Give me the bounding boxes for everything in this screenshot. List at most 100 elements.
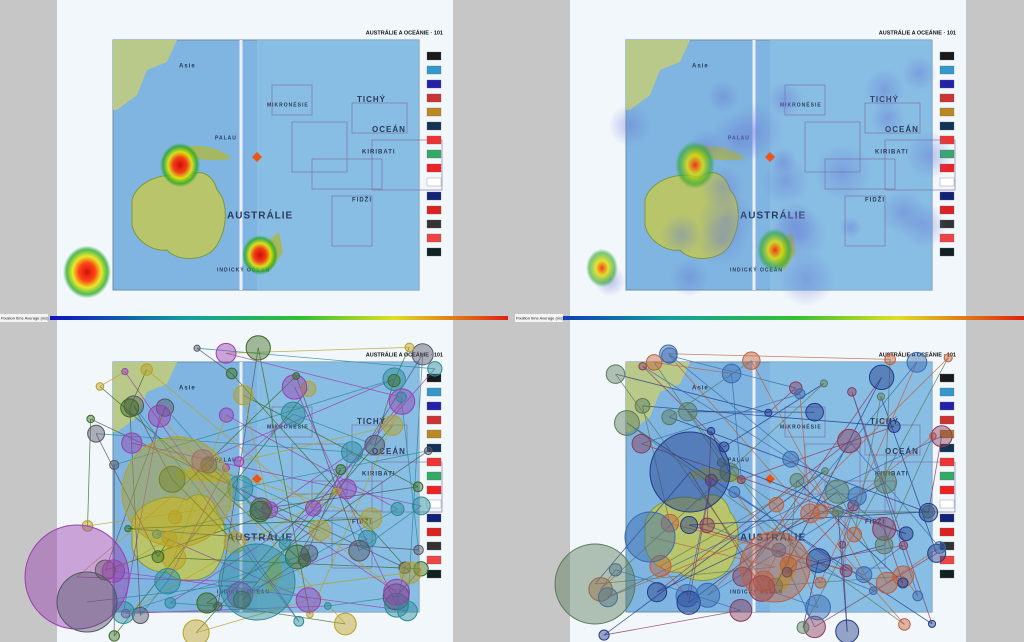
scanpath — [902, 576, 919, 597]
scale-label-bg — [0, 314, 48, 322]
flag — [939, 527, 955, 537]
scanpath — [197, 347, 435, 370]
fixation — [397, 600, 418, 622]
scanpath — [851, 391, 919, 596]
scanpath — [240, 450, 429, 489]
flag — [426, 443, 442, 453]
fixation — [404, 342, 415, 353]
fixation — [729, 598, 753, 622]
fixation — [631, 433, 652, 454]
scanpath — [309, 401, 403, 615]
scanpath — [660, 565, 688, 596]
fixation — [794, 388, 806, 400]
map-label: OCEÁN — [885, 125, 919, 134]
flag — [939, 401, 955, 411]
flag — [426, 93, 442, 103]
haze — [880, 189, 927, 236]
scanpath — [123, 415, 160, 613]
fixation — [335, 464, 347, 476]
scanpath — [96, 433, 353, 453]
scanpath — [176, 375, 297, 493]
region-border — [311, 158, 383, 190]
haze — [905, 131, 954, 180]
fixation — [108, 630, 120, 642]
fixation — [333, 612, 357, 636]
flag — [939, 93, 955, 103]
scanpath — [734, 491, 789, 566]
fixation — [847, 387, 857, 397]
map-label: INDICKÝ OCEÁN — [730, 588, 783, 595]
fixation — [151, 550, 165, 564]
flag — [939, 513, 955, 523]
fixation — [233, 385, 254, 406]
fixation — [364, 434, 386, 456]
scanpath — [294, 386, 309, 390]
scanpath — [615, 373, 765, 582]
fixation — [781, 566, 793, 578]
map-label: FIDŽI — [865, 196, 885, 204]
fixation — [281, 374, 308, 400]
scanpath — [125, 605, 328, 614]
map-label: OCEÁN — [372, 125, 406, 134]
fixation — [293, 615, 305, 627]
scanpath — [400, 397, 419, 550]
fixation — [358, 529, 377, 549]
marker — [765, 474, 775, 484]
map-title: AUSTRÁLIE A OCEÁNIE · 101 — [879, 29, 956, 36]
fixation — [796, 621, 810, 634]
scanpath — [814, 552, 937, 628]
scanpath — [603, 609, 741, 636]
scanpath — [156, 508, 262, 535]
panel: AUSTRÁLIE A OCEÁNIE · 101AsieAUSTRÁLIETI… — [554, 322, 966, 642]
fixation — [398, 561, 411, 574]
region-border — [351, 102, 408, 134]
fixation — [825, 479, 850, 504]
fixation — [232, 590, 252, 610]
fixation — [927, 619, 937, 628]
scanpath — [883, 435, 934, 546]
scanpath — [358, 505, 422, 552]
flag — [939, 471, 955, 481]
map-label: Asie — [179, 386, 196, 392]
fixation — [340, 441, 364, 464]
fixation — [838, 540, 847, 549]
flag — [426, 135, 442, 145]
fixation — [819, 379, 828, 388]
scanpath — [851, 391, 933, 625]
fixation — [695, 582, 721, 608]
fixation — [411, 343, 434, 366]
fixation — [638, 361, 647, 371]
scanpath — [131, 442, 372, 519]
scanpath — [170, 602, 218, 607]
fixation — [649, 555, 672, 578]
flag — [939, 373, 955, 383]
fixation — [121, 432, 143, 454]
fixation — [413, 561, 429, 577]
flag — [939, 387, 955, 397]
flag — [426, 205, 442, 215]
fixation — [245, 335, 271, 361]
scanpath — [668, 353, 891, 360]
fixation — [309, 519, 331, 542]
map-label: MIKRONÉSIE — [267, 422, 309, 430]
heat-spot — [242, 235, 278, 275]
fixation — [382, 415, 404, 436]
flag — [426, 499, 442, 509]
scanpath — [774, 377, 882, 586]
flag — [426, 471, 442, 481]
fixation — [304, 499, 322, 517]
fixation — [218, 543, 296, 621]
scanpath — [206, 602, 346, 625]
fixation — [588, 577, 613, 602]
fixation — [605, 364, 626, 384]
scanpath — [707, 505, 854, 596]
fixation — [805, 402, 824, 422]
fixation — [736, 475, 746, 485]
fixation — [846, 526, 863, 543]
scanpath — [157, 538, 170, 557]
flag — [426, 121, 442, 131]
panel: AUSTRÁLIE A OCEÁNIE · 101AsieAUSTRÁLIETI… — [570, 0, 966, 322]
fixation — [411, 496, 431, 516]
scanpath — [837, 511, 848, 632]
map-title: AUSTRÁLIE A OCEÁNIE · 101 — [879, 351, 956, 358]
